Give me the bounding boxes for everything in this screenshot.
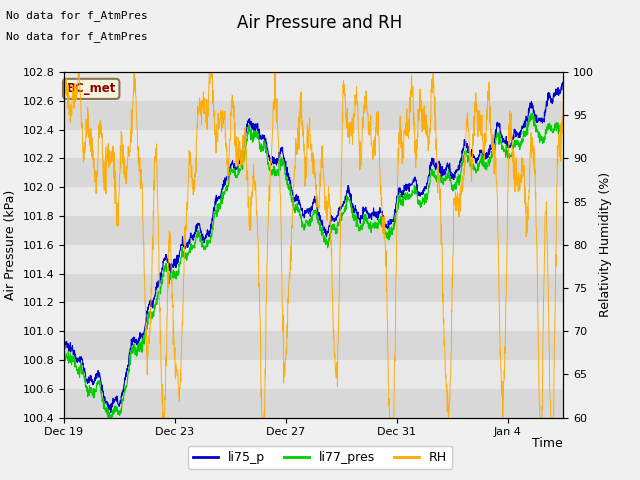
Text: No data for f_AtmPres: No data for f_AtmPres bbox=[6, 31, 148, 42]
Bar bbox=[64, 130, 563, 158]
Bar bbox=[64, 72, 563, 101]
Text: Time: Time bbox=[532, 437, 563, 450]
Bar bbox=[64, 216, 563, 245]
Bar bbox=[64, 245, 563, 274]
Text: Air Pressure and RH: Air Pressure and RH bbox=[237, 14, 403, 33]
Bar bbox=[64, 331, 563, 360]
Y-axis label: Relativity Humidity (%): Relativity Humidity (%) bbox=[600, 172, 612, 317]
Bar bbox=[64, 302, 563, 331]
Y-axis label: Air Pressure (kPa): Air Pressure (kPa) bbox=[4, 190, 17, 300]
Bar bbox=[64, 158, 563, 187]
Bar bbox=[64, 187, 563, 216]
Text: BC_met: BC_met bbox=[67, 83, 116, 96]
Bar bbox=[64, 101, 563, 130]
Bar bbox=[64, 360, 563, 389]
Bar bbox=[64, 389, 563, 418]
Bar bbox=[64, 274, 563, 302]
Legend: li75_p, li77_pres, RH: li75_p, li77_pres, RH bbox=[188, 446, 452, 469]
Text: No data for f_AtmPres: No data for f_AtmPres bbox=[6, 10, 148, 21]
